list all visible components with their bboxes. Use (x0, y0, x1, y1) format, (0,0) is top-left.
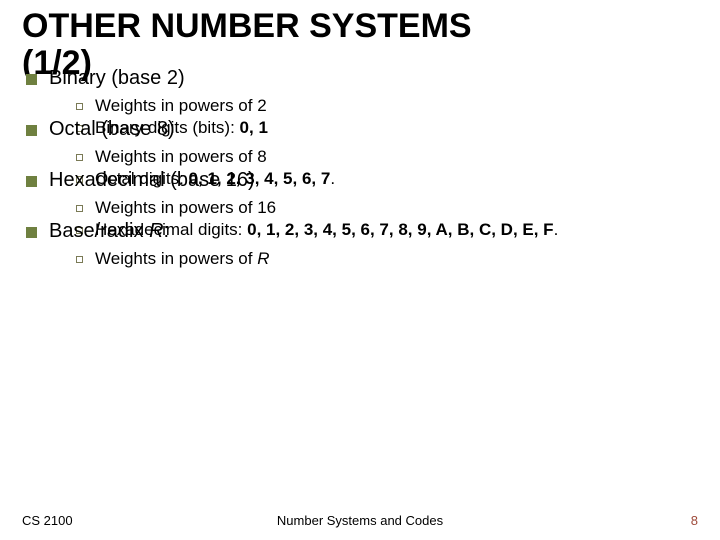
item-text: Weights in powers of 8 (95, 147, 267, 167)
list-item: Weights in powers of 16 (76, 198, 698, 218)
list-item: Weights in powers of R (76, 249, 698, 269)
page-number: 8 (691, 513, 698, 528)
item-text: Weights in powers of 16 (95, 198, 276, 218)
list-item: Weights in powers of 8 (76, 147, 698, 167)
footer: CS 2100 Number Systems and Codes 8 (22, 513, 698, 528)
hollow-square-icon (76, 256, 83, 263)
footer-left: CS 2100 (22, 513, 73, 528)
square-bullet-icon (26, 227, 37, 238)
square-bullet-icon (26, 176, 37, 187)
square-bullet-icon (26, 74, 37, 85)
bullet-binary: Binary (base 2) (26, 67, 698, 90)
square-bullet-icon (26, 125, 37, 136)
heading-radix: Base/radix R: (49, 220, 169, 243)
title-line1: OTHER NUMBER SYSTEMS (22, 7, 472, 45)
item-text: Weights in powers of R (95, 249, 270, 269)
hollow-square-icon (76, 154, 83, 161)
sublist-radix: Weights in powers of R (76, 249, 698, 269)
heading-octal: Octal (base 8) (49, 118, 175, 141)
item-text: Weights in powers of 2 (95, 96, 267, 116)
bullet-octal: Octal (base 8) (26, 118, 698, 141)
hollow-square-icon (76, 103, 83, 110)
slide: OTHER NUMBER SYSTEMS (1/2) Binary (base … (0, 0, 720, 540)
heading-hex: Hexadecimal (base 16) (49, 169, 255, 192)
hollow-square-icon (76, 205, 83, 212)
footer-center: Number Systems and Codes (277, 513, 443, 528)
bullet-hex: Hexadecimal (base 16) (26, 169, 698, 192)
list-item: Weights in powers of 2 (76, 96, 698, 116)
heading-binary: Binary (base 2) (49, 67, 185, 90)
